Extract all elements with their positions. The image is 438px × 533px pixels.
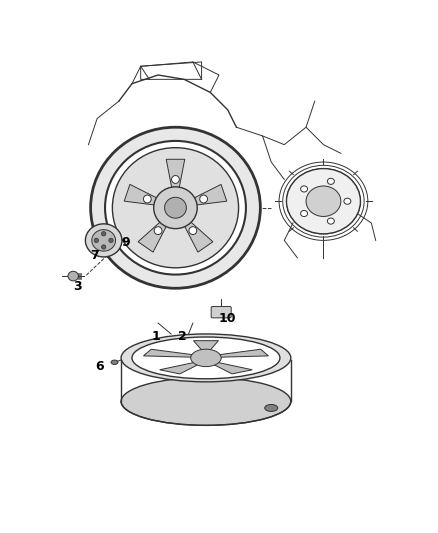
Ellipse shape <box>306 186 341 216</box>
Polygon shape <box>186 184 227 206</box>
Ellipse shape <box>327 179 334 184</box>
Ellipse shape <box>154 227 162 235</box>
Text: 2: 2 <box>178 329 187 343</box>
Polygon shape <box>124 184 165 206</box>
Ellipse shape <box>165 197 186 218</box>
Text: 1: 1 <box>152 329 160 343</box>
Text: 7: 7 <box>91 249 99 262</box>
Ellipse shape <box>92 230 116 251</box>
Ellipse shape <box>172 175 180 183</box>
Polygon shape <box>181 216 213 252</box>
Ellipse shape <box>109 238 113 243</box>
Ellipse shape <box>300 186 307 192</box>
Ellipse shape <box>102 245 106 249</box>
Ellipse shape <box>344 198 351 204</box>
Ellipse shape <box>105 141 246 274</box>
Ellipse shape <box>121 377 291 425</box>
Ellipse shape <box>121 334 291 382</box>
Ellipse shape <box>200 195 208 203</box>
Ellipse shape <box>132 337 280 379</box>
Ellipse shape <box>113 148 239 268</box>
Polygon shape <box>214 349 268 357</box>
Ellipse shape <box>111 360 118 365</box>
Polygon shape <box>166 159 185 196</box>
Ellipse shape <box>143 195 151 203</box>
Polygon shape <box>159 361 202 374</box>
Text: 6: 6 <box>95 360 104 373</box>
FancyBboxPatch shape <box>211 306 231 318</box>
Text: 3: 3 <box>73 280 82 293</box>
Ellipse shape <box>286 168 360 234</box>
Polygon shape <box>210 361 252 374</box>
Ellipse shape <box>68 271 78 281</box>
Ellipse shape <box>189 227 197 235</box>
Ellipse shape <box>327 218 334 224</box>
Text: 9: 9 <box>121 236 130 249</box>
Polygon shape <box>138 216 170 252</box>
Ellipse shape <box>102 232 106 236</box>
Ellipse shape <box>94 238 99 243</box>
Ellipse shape <box>191 349 221 367</box>
Ellipse shape <box>300 211 307 216</box>
Polygon shape <box>194 341 219 353</box>
Ellipse shape <box>85 224 122 257</box>
Polygon shape <box>144 349 198 357</box>
Ellipse shape <box>91 127 260 288</box>
Text: 10: 10 <box>219 312 237 325</box>
Ellipse shape <box>154 187 197 229</box>
Ellipse shape <box>265 405 278 411</box>
